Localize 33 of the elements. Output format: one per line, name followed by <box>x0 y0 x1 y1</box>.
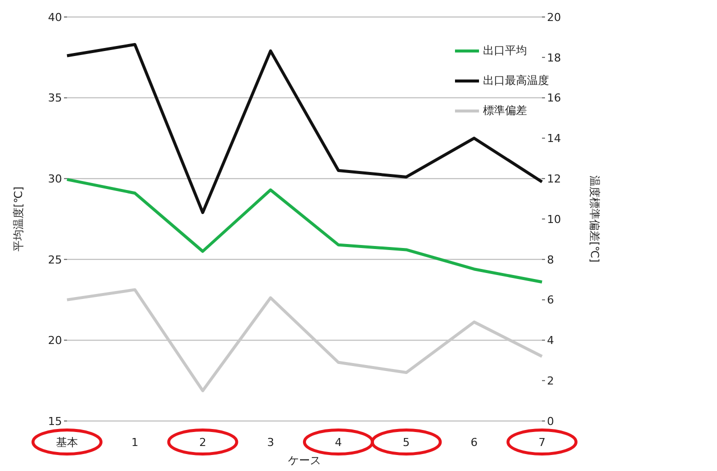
legend-label: 標準偏差 <box>483 104 527 117</box>
y2-tick-label: 20 <box>547 10 561 24</box>
y-tick-label: 30 <box>48 172 62 186</box>
y2-tick-label: 2 <box>547 374 554 388</box>
y2-tick-label: 0 <box>547 414 554 428</box>
y2-tick-label: 14 <box>547 132 561 146</box>
y2-tick-label: 18 <box>547 51 561 64</box>
y2-tick-label: 10 <box>547 212 561 226</box>
x-tick-label: 1 <box>131 436 138 449</box>
y2-tick-label: 16 <box>547 92 561 105</box>
y2-axis-title: 温度標準偏差[℃] <box>588 176 602 262</box>
x-tick-label: 4 <box>334 436 342 449</box>
y-tick-label: 35 <box>48 92 62 105</box>
x-tick-label: 7 <box>538 436 546 449</box>
line-series <box>66 178 544 284</box>
y2-tick-label: 12 <box>547 172 561 186</box>
y-tick-label: 20 <box>48 334 62 348</box>
x-tick-label: 2 <box>199 436 206 449</box>
x-tick-label: 基本 <box>56 436 78 449</box>
y-tick-label: 40 <box>48 10 62 24</box>
legend-label: 出口最高温度 <box>483 74 549 87</box>
x-tick-label: 6 <box>470 436 478 449</box>
line-series <box>66 288 544 392</box>
y-tick-label: 25 <box>48 253 62 266</box>
y-tick-label: 15 <box>48 414 62 428</box>
y2-tick-label: 4 <box>547 334 554 348</box>
x-tick-label: 5 <box>402 436 410 449</box>
y2-tick-label: 8 <box>547 253 554 266</box>
y2-tick-label: 6 <box>547 294 554 307</box>
y-axis-title: 平均温度[℃] <box>12 186 25 252</box>
x-tick-label: 3 <box>267 436 274 449</box>
legend-label: 出口平均 <box>483 44 527 57</box>
x-axis-title: ケース <box>288 454 321 467</box>
